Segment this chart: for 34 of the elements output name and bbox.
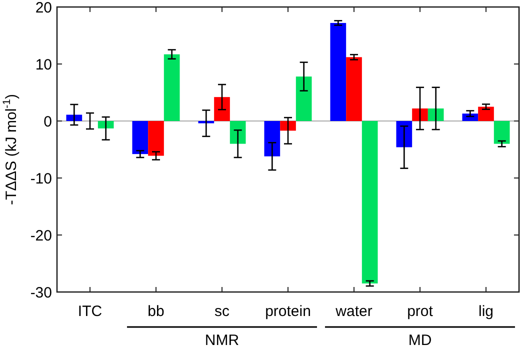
bar [264, 121, 280, 156]
x-tick-label: sc [214, 303, 230, 320]
y-tick-label: 10 [35, 56, 52, 74]
x-tick-label: prot [407, 303, 434, 320]
bar [164, 54, 180, 121]
x-tick-label: protein [265, 303, 311, 320]
bar [428, 108, 444, 121]
y-tick-label: 20 [35, 0, 52, 16]
y-tick-label: -10 [30, 170, 52, 188]
bar [148, 121, 164, 156]
bar [98, 121, 114, 128]
bar [494, 121, 510, 144]
y-tick-label: -30 [30, 284, 52, 302]
bar [214, 97, 230, 121]
bar [412, 108, 428, 121]
bar [230, 121, 246, 144]
bar [396, 121, 412, 148]
bar [478, 106, 494, 121]
x-tick-label: lig [478, 303, 494, 320]
y-tick-label: 0 [44, 113, 52, 130]
y-tick-label: -20 [30, 227, 52, 244]
bar [66, 114, 82, 121]
bar [462, 114, 478, 121]
bar [296, 76, 312, 121]
bar [330, 22, 346, 121]
x-tick-label: ITC [78, 303, 102, 320]
bar [132, 121, 148, 154]
text: MD [408, 332, 432, 349]
bar [362, 121, 378, 284]
bar [280, 121, 296, 131]
text: NMR [204, 332, 240, 349]
bar [346, 57, 362, 121]
x-tick-label: water [334, 303, 372, 320]
x-tick-label: bb [148, 303, 164, 320]
